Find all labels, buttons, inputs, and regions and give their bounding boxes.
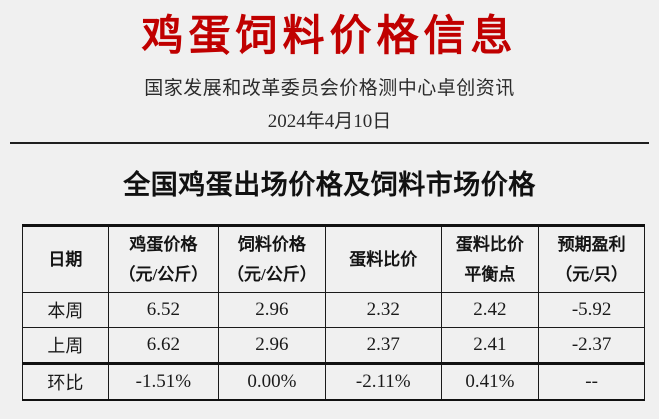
- table-row-this-week: 本周 6.52 2.96 2.32 2.42 -5.92: [22, 292, 645, 329]
- header-label: 蛋料比价: [349, 249, 418, 269]
- table-cell: 0.00%: [217, 362, 326, 401]
- row-label: 环比: [22, 362, 109, 401]
- table-cell: 0.41%: [440, 362, 540, 401]
- table-cell: 2.42: [440, 292, 540, 329]
- table-row-last-week: 上周 6.62 2.96 2.37 2.41 -2.37: [22, 327, 645, 365]
- table-cell: 6.62: [107, 327, 219, 365]
- header-label: 预期盈利: [557, 234, 626, 254]
- row-label: 上周: [22, 327, 109, 365]
- column-header-date: 日期: [22, 225, 109, 294]
- document-page: 鸡蛋饲料价格信息 国家发展和改革委员会价格测中心卓创资讯 2024年4月10日 …: [0, 12, 659, 402]
- table-cell: 2.37: [324, 327, 442, 365]
- header-label2: 平衡点: [464, 264, 516, 284]
- table-cell: 2.96: [217, 292, 326, 329]
- table-cell: 2.96: [217, 327, 326, 365]
- column-header-feed-price: 饲料价格 （元/公斤）: [217, 225, 326, 294]
- document-title: 鸡蛋饲料价格信息: [141, 14, 518, 60]
- column-header-egg-feed-ratio: 蛋料比价: [324, 225, 442, 294]
- table-cell: -1.51%: [107, 362, 219, 401]
- column-header-ratio-breakeven: 蛋料比价 平衡点: [440, 225, 540, 294]
- section-title: 全国鸡蛋出场价格及饲料市场价格: [123, 170, 536, 201]
- table-row-week-over-week: 环比 -1.51% 0.00% -2.11% 0.41% --: [22, 362, 645, 401]
- header-label: 日期: [48, 249, 83, 269]
- header-unit: （元/只）: [555, 264, 628, 284]
- header-unit: （元/公斤）: [118, 264, 209, 284]
- table-cell: -2.11%: [324, 362, 442, 401]
- table-cell: 2.41: [440, 327, 540, 365]
- table-cell: -5.92: [538, 292, 645, 329]
- table-cell: --: [538, 362, 645, 401]
- horizontal-divider: [10, 142, 649, 145]
- column-header-expected-profit: 预期盈利 （元/只）: [538, 225, 645, 294]
- header-label: 饲料价格: [237, 234, 306, 254]
- header-unit: （元/公斤）: [227, 264, 317, 284]
- table-cell: 2.32: [324, 292, 442, 329]
- row-label: 本周: [22, 292, 109, 329]
- column-header-egg-price: 鸡蛋价格 （元/公斤）: [107, 225, 219, 294]
- document-date: 2024年4月10日: [267, 111, 392, 133]
- table-cell: -2.37: [538, 327, 645, 365]
- price-table: 日期 鸡蛋价格 （元/公斤） 饲料价格 （元/公斤） 蛋料比价 蛋料比价 平衡点: [22, 224, 645, 402]
- table-header-row: 日期 鸡蛋价格 （元/公斤） 饲料价格 （元/公斤） 蛋料比价 蛋料比价 平衡点: [22, 225, 645, 294]
- document-subtitle: 国家发展和改革委员会价格测中心卓创资讯: [144, 78, 515, 100]
- header-label: 鸡蛋价格: [129, 234, 198, 254]
- table-cell: 6.52: [107, 292, 219, 329]
- header-label: 蛋料比价: [455, 234, 524, 254]
